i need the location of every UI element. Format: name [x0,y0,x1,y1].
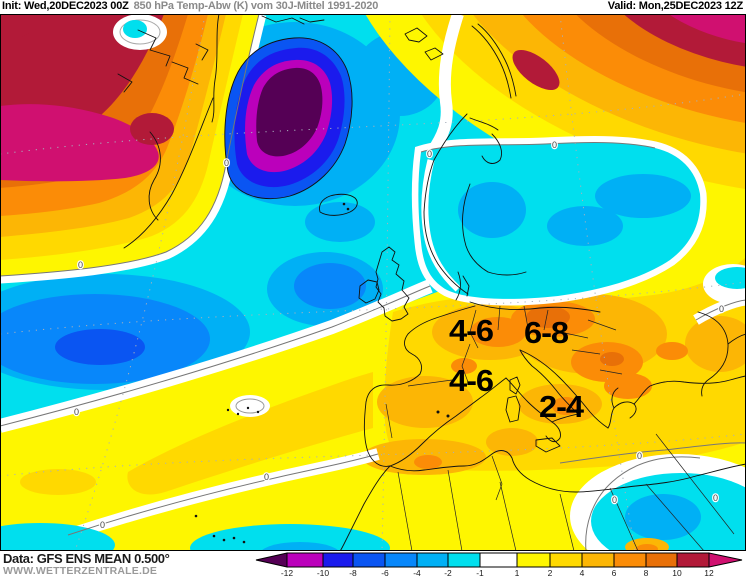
europe-warm-fills [362,257,746,475]
colorbar-segment [550,553,582,567]
colorbar-segment [417,553,448,567]
svg-text:0: 0 [74,407,79,417]
northwest-warm-blob [0,12,267,284]
colorbar-segment [385,553,417,567]
colorbar-segment [353,553,385,567]
init-time-label: Init: Wed,20DEC2023 00Z [2,0,129,12]
colorbar-tick-label: -10 [317,568,330,578]
colorbar-segment [517,553,550,567]
svg-text:0: 0 [713,493,718,503]
greenland-cold-core [224,37,353,199]
valid-time-label: Valid: Mon,25DEC2023 12Z [607,0,743,12]
colorbar-tick-label: -2 [444,568,452,578]
colorbar-tick-label: -8 [349,568,357,578]
colorbar-tick-label: -6 [381,568,389,578]
svg-text:0: 0 [264,472,269,482]
colorbar: -12 -10 -8 -6 -4 -2 -1 1 2 4 6 8 10 12 [255,552,743,578]
colorbar-tick-label: 6 [612,568,617,578]
colorbar-segment [480,553,517,567]
small-islands [194,202,450,544]
svg-text:0: 0 [552,140,557,150]
data-source-label: Data: GFS ENS MEAN 0.500° [3,551,170,566]
map-subtitle: 850 hPa Temp-Abw (K) vom 30J-Mittel 1991… [133,0,379,12]
svg-text:0: 0 [637,451,642,461]
colorbar-segment [287,553,323,567]
colorbar-tick-label: -1 [476,568,484,578]
colorbar-under-arrow [255,552,288,568]
colorbar-segment [323,553,353,567]
title-bar: Init: Wed,20DEC2023 00Z 850 hPa Temp-Abw… [0,0,746,14]
colorbar-tick-label: -4 [413,568,421,578]
colorbar-segment [677,553,709,567]
colorbar-tick-label: 12 [704,568,714,578]
colorbar-segment [614,553,646,567]
svg-text:0: 0 [78,260,83,270]
colorbar-tick-label: 8 [644,568,649,578]
northeast-warm-ridge [338,0,746,238]
colorbar-segment [582,553,614,567]
zero-isolines [0,13,746,552]
anomaly-label: 4-6 [449,363,494,398]
svg-text:0: 0 [100,520,105,530]
colorbar-tick-label: -12 [281,568,294,578]
colorbar-segment [448,553,480,567]
anomaly-label: 2-4 [539,389,585,424]
colorbar-tick-label: 1 [515,568,520,578]
svg-text:0: 0 [612,495,617,505]
colorbar-tick-label: 2 [548,568,553,578]
anomaly-label: 6-8 [524,315,569,350]
colorbar-tick-label: 4 [580,568,585,578]
dark-red-streak [512,49,560,91]
svg-text:0: 0 [427,149,432,159]
svg-text:0: 0 [719,304,724,314]
anomaly-label: 4-6 [449,313,494,348]
footer-bar: -12 -10 -8 -6 -4 -2 -1 1 2 4 6 8 10 12 Data: GFS ENS … [0,551,746,579]
coastlines [117,13,746,563]
colorbar-tick-label: 10 [672,568,682,578]
website-label: WWW.WETTERZENTRALE.DE [3,565,158,577]
svg-text:0: 0 [224,158,229,168]
anomaly-annotations: 4-6 6-8 4-6 2-4 [449,313,586,424]
colorbar-segment [646,553,677,567]
zero-contour-labels: 0 0 0 0 0 0 0 0 0 0 0 [73,139,726,532]
azores-neutral-patch [230,395,270,417]
colorbar-over-arrow [708,552,743,568]
country-borders [385,305,735,552]
africa-cold-blob [570,454,746,578]
